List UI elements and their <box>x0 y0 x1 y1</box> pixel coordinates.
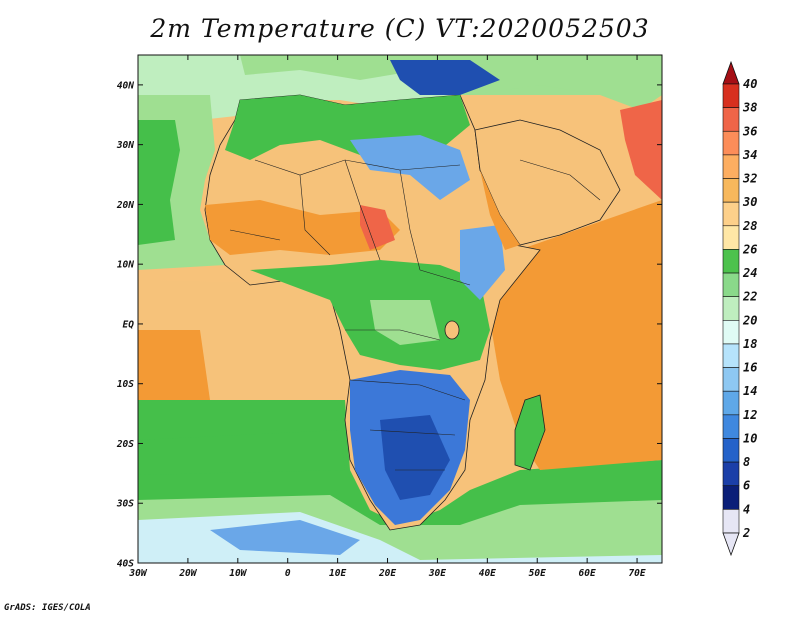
colorbar-segment <box>722 296 740 321</box>
colorbar-label: 14 <box>743 384 757 398</box>
lon-tick-label: 10W <box>229 568 247 579</box>
lon-tick-label: 10E <box>329 568 346 579</box>
colorbar-segment <box>722 249 740 274</box>
colorbar-label: 28 <box>742 219 757 233</box>
ethiopian-highlands <box>460 225 505 300</box>
colorbar-segment <box>722 107 740 132</box>
colorbar-segment <box>722 343 740 368</box>
colorbar-segment <box>722 272 740 297</box>
egypt-libya-cool <box>350 135 470 200</box>
colorbar-label: 16 <box>743 361 757 375</box>
colorbar-segment <box>722 509 740 534</box>
lon-tick-label: 30W <box>128 568 147 579</box>
lon-tick-label: 60E <box>579 568 596 579</box>
lat-axis: 40N 30N 20N 10N EQ 10S 20S 30S 40S <box>116 80 662 570</box>
atlantic-eq-warm <box>138 330 210 400</box>
colorbar-label: 24 <box>742 266 757 280</box>
colorbar-segment <box>722 390 740 416</box>
colorbar-bottom-arrow <box>722 532 740 557</box>
turkey-cold <box>390 60 500 95</box>
country-borders <box>229 159 601 471</box>
chart-title: 2m Temperature (C) VT:2020052503 <box>150 14 650 43</box>
lat-tick-label: 30S <box>116 499 134 510</box>
colorbar-segment <box>722 414 740 439</box>
colorbar-label: 36 <box>742 124 757 138</box>
colorbar-label: 32 <box>742 172 757 186</box>
southern-africa-colder <box>380 415 450 500</box>
lon-tick-label: 50E <box>529 568 546 579</box>
colorbar-label: 20 <box>742 313 757 327</box>
red-sea-coast <box>480 170 520 250</box>
atlantic-north-green <box>138 120 180 245</box>
lat-tick-label: 10N <box>117 260 134 271</box>
colorbar-segment <box>722 83 740 108</box>
plot-frame <box>137 54 663 564</box>
lat-tick-label: 10S <box>117 379 134 390</box>
credit-text: GrADS: IGES/COLA <box>4 603 91 613</box>
colorbar-label: 26 <box>742 242 757 256</box>
lat-tick-label: 40S <box>117 559 134 570</box>
lat-tick-label: 20S <box>116 439 134 450</box>
colorbar-label: 10 <box>743 431 757 445</box>
north-africa-green <box>225 95 470 160</box>
central-africa-green <box>250 260 490 370</box>
lon-tick-label: 30E <box>428 568 446 579</box>
colorbar-label: 12 <box>743 408 757 422</box>
colorbar-top-arrow <box>722 60 740 85</box>
colorbar-segment <box>722 178 740 203</box>
colorbar-segment <box>722 154 740 179</box>
colorbar-segment <box>722 130 740 156</box>
colorbar-segment <box>722 438 740 463</box>
colorbar-label: 8 <box>743 455 750 469</box>
lon-tick-label: 20E <box>378 568 396 579</box>
colorbar-label: 30 <box>742 195 757 209</box>
colorbar-label: 18 <box>743 337 757 351</box>
lon-tick-label: 20W <box>178 568 197 579</box>
sahel-hot <box>205 200 400 255</box>
lake-victoria <box>444 320 460 340</box>
lat-tick-label: EQ <box>123 319 135 330</box>
colorbar-label: 34 <box>742 148 757 162</box>
pakistan-hot <box>620 100 662 200</box>
colorbar-label: 40 <box>743 77 757 91</box>
congo-basin-light <box>370 300 440 345</box>
colorbar: 40 38 36 34 32 30 28 26 24 22 20 18 16 14 12 10 8 6 4 2 <box>722 60 757 557</box>
colorbar-segment <box>722 201 740 227</box>
map-field <box>138 55 662 563</box>
chad-hotspot <box>360 205 395 250</box>
lat-tick-label: 20N <box>116 200 134 211</box>
lon-tick-label: 40E <box>479 568 496 579</box>
colorbar-segment <box>722 320 740 345</box>
lon-axis: 30W 20W 10W 0 10E 20E 30E 40E 50E 60E 70E <box>128 55 646 579</box>
colorbar-label: 4 <box>743 502 750 516</box>
lat-tick-label: 40N <box>117 80 134 91</box>
lat-tick-label: 30N <box>116 140 134 151</box>
lon-tick-label: 0 <box>285 568 291 579</box>
south-atlantic-green <box>138 430 345 475</box>
colorbar-label: 22 <box>742 290 757 304</box>
colorbar-label: 38 <box>742 101 757 115</box>
south-ocean-cold <box>210 520 360 555</box>
arabia-landmass <box>474 119 621 246</box>
colorbar-segment <box>722 225 740 250</box>
middle-east-north <box>470 55 662 110</box>
colorbar-label: 6 <box>743 479 750 493</box>
colorbar-segment <box>722 485 740 510</box>
colorbar-segment <box>722 461 740 487</box>
madagascar <box>514 394 546 471</box>
lon-tick-label: 70E <box>628 568 645 579</box>
colorbar-label: 2 <box>742 526 750 540</box>
colorbar-segment <box>722 367 740 392</box>
